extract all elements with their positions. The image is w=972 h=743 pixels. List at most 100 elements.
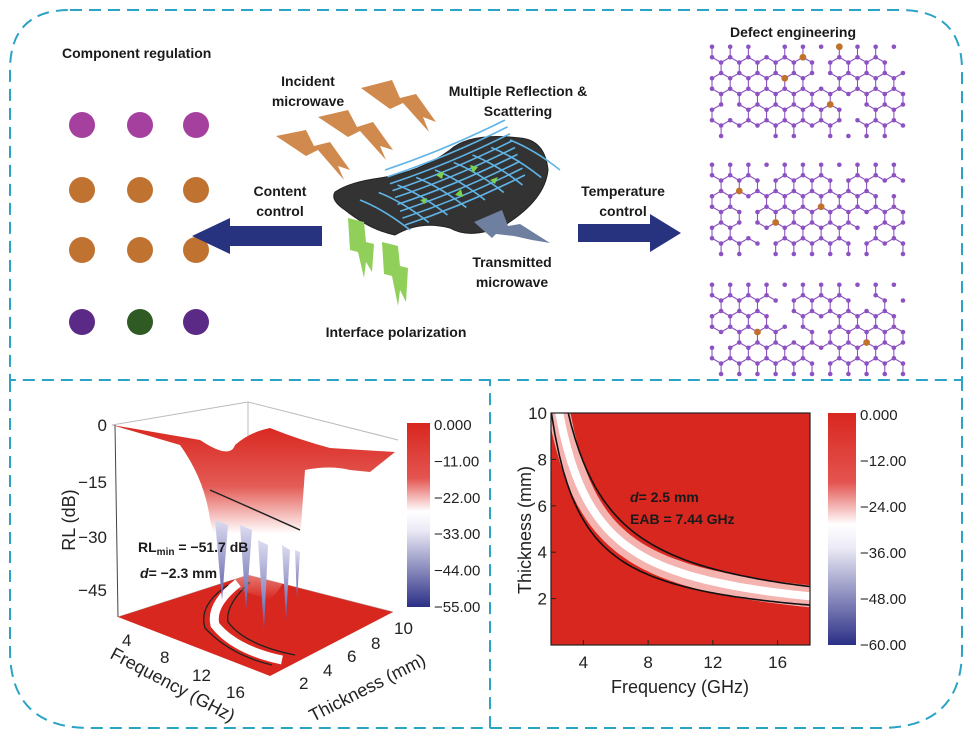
- defect-atom: [817, 203, 825, 211]
- arrow-right-icon: [578, 214, 681, 252]
- thickness-tick: 8: [371, 634, 380, 653]
- surface-contour: [209, 489, 301, 531]
- colorbar-3d: [407, 423, 430, 607]
- colorbar-tick: −12.00: [860, 453, 906, 470]
- floor-contour-band: [203, 579, 296, 666]
- colorbar-tick: −60.00: [860, 637, 906, 654]
- floor-plane: [118, 575, 393, 676]
- thickness-axis-label: Thickness (mm): [515, 466, 535, 594]
- component-dot-orange: [69, 237, 95, 263]
- colorbar-tick: −24.00: [860, 499, 906, 516]
- colorbar-tick: 0.000: [434, 417, 472, 434]
- rl-sub: min: [157, 547, 175, 558]
- defect-engineering-title: Defect engineering: [730, 24, 856, 40]
- colorbar-tick: −33.00: [434, 526, 480, 543]
- thickness-tick: 6: [538, 497, 547, 516]
- defect-atom: [735, 187, 743, 195]
- reflection-label-1: Multiple Reflection &: [449, 83, 587, 99]
- freq-tick: 8: [643, 653, 652, 672]
- colorbar-tick: 0.000: [860, 407, 898, 424]
- component-dot-green: [127, 309, 153, 335]
- component-dot-magenta: [69, 112, 95, 138]
- d-annotation-3d: d= −2.3 mm: [140, 565, 217, 581]
- z-tick: 0: [98, 416, 107, 435]
- component-dot-orange: [183, 237, 209, 263]
- component-dot-orange: [127, 177, 153, 203]
- z-axis-label: RL (dB): [59, 489, 79, 550]
- thickness-tick: 10: [528, 404, 547, 423]
- colorbar-tick: −44.00: [434, 563, 480, 580]
- svg-text:Multiple Reflection &Scatterin: Multiple Reflection & Scattering: [449, 83, 587, 119]
- defect-atom: [799, 53, 807, 61]
- component-dot-magenta: [183, 112, 209, 138]
- defect-atom: [835, 43, 843, 51]
- rl-prefix: RL: [138, 539, 157, 555]
- freq-tick: 12: [703, 653, 722, 672]
- heatmap-plot: 4 8 12 16 2 4 6 8 10 Frequency (GHz) Thickness (mm…: [515, 404, 906, 697]
- thickness-tick: 8: [538, 450, 547, 469]
- transmitted-label-1: Transmitted: [472, 254, 551, 270]
- thickness-tick: 2: [538, 590, 547, 609]
- colorbar-tick: −11.00: [434, 453, 479, 470]
- defect-lattices: [709, 43, 906, 377]
- d-italic: d: [630, 489, 639, 505]
- d-annotation-2d: d= 2.5 mm: [630, 489, 699, 505]
- colorbar-tick: −48.00: [860, 591, 906, 608]
- defect-atom: [826, 101, 834, 108]
- d-value: = −2.3 mm: [149, 565, 218, 581]
- colorbar-2d: [828, 413, 856, 645]
- graphene-lattice: [709, 43, 906, 139]
- component-dot-orange: [127, 237, 153, 263]
- z-tick: −15: [78, 473, 107, 492]
- defect-atom: [772, 219, 780, 226]
- transmitted-label-2: microwave: [476, 274, 549, 290]
- thickness-tick: 4: [323, 661, 332, 680]
- graphene-lattice: [709, 162, 906, 257]
- interface-polarization-label: Interface polarization: [326, 324, 467, 340]
- z-tick: −30: [78, 528, 107, 547]
- d-value: = 2.5 mm: [639, 489, 699, 505]
- thickness-tick: 10: [394, 619, 413, 638]
- thickness-tick: 2: [299, 674, 308, 693]
- content-control-label-1: Content: [254, 183, 307, 199]
- z-axis: [114, 424, 119, 618]
- absorber-sheet: [333, 119, 561, 236]
- contour-upper: [567, 413, 810, 588]
- component-dot-grid: [69, 112, 209, 335]
- eab-annotation: EAB = 7.44 GHz: [630, 511, 735, 527]
- incident-label-2: microwave: [272, 93, 345, 109]
- component-dot-magenta: [127, 112, 153, 138]
- reflection-label-2: Scattering: [484, 103, 552, 119]
- lightning-bolt-icon: [474, 210, 550, 243]
- rl-value: = −51.7 dB: [174, 539, 248, 555]
- graphene-lattice: [709, 282, 906, 377]
- component-dot-orange: [69, 177, 95, 203]
- defect-atom: [863, 339, 870, 346]
- freq-tick: 12: [192, 666, 211, 685]
- lightning-bolt-icon: [276, 80, 436, 180]
- freq-tick: 16: [226, 683, 245, 702]
- contour-lower: [551, 413, 810, 606]
- dashed-frame: [9, 9, 963, 729]
- z-tick: −45: [78, 581, 107, 600]
- colorbar-tick: −36.00: [860, 545, 906, 562]
- content-control-label-2: control: [256, 203, 303, 219]
- temperature-control-label-1: Temperature: [581, 183, 665, 199]
- thickness-tick: 6: [347, 647, 356, 666]
- defect-atom: [781, 74, 789, 82]
- absorption-band-core: [555, 413, 810, 601]
- freq-tick: 16: [768, 653, 787, 672]
- defect-atom: [754, 328, 761, 336]
- rl-min-annotation: RLmin = −51.7 dB: [138, 539, 248, 558]
- component-dot-purple: [183, 309, 209, 335]
- surface-spikes: [215, 520, 300, 630]
- d-italic: d: [140, 565, 149, 581]
- component-dot-purple: [69, 309, 95, 335]
- freq-tick: 4: [122, 631, 131, 650]
